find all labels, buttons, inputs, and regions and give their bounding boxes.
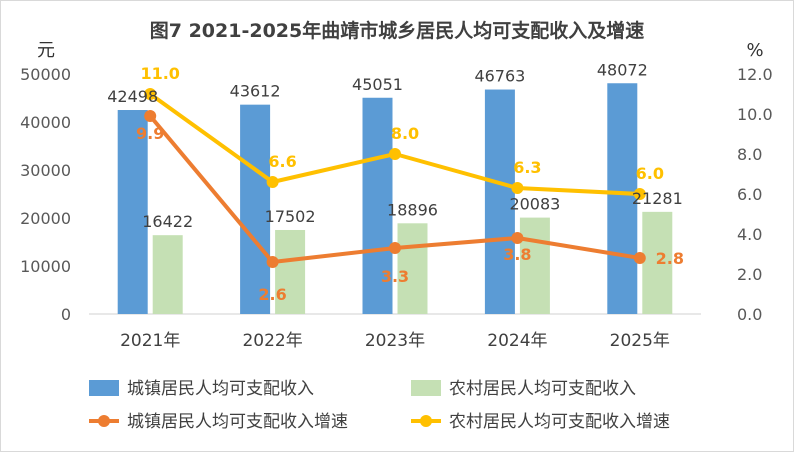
- left-tick-label: 20000: [20, 209, 71, 228]
- urban-growth-label: 3.8: [503, 245, 531, 264]
- rural-growth-point: [266, 176, 279, 188]
- rural-income-label: 18896: [387, 200, 438, 219]
- right-tick-label: 10.0: [737, 105, 773, 124]
- rural-growth-line: [149, 92, 640, 196]
- right-tick-label: 12.0: [737, 65, 773, 84]
- urban-income-bar: [607, 83, 638, 315]
- rural-growth-label: 6.6: [268, 152, 296, 171]
- bars: [117, 83, 673, 315]
- axes: 0 10000 20000 30000 40000 50000 0.0 2.0 4.0 6.0 8.…: [20, 65, 773, 351]
- right-tick-label: 0.0: [737, 305, 762, 324]
- rural-income-bar: [519, 217, 550, 314]
- rural-growth-point: [633, 188, 646, 200]
- rural-income-legend-label: 农村居民人均可支配收入: [449, 379, 636, 399]
- right-tick-label: 6.0: [737, 185, 762, 204]
- left-tick-label: 0: [61, 305, 71, 324]
- left-tick-label: 30000: [20, 161, 71, 180]
- urban-growth-label: 2.8: [656, 249, 684, 268]
- urban-growth-point: [511, 232, 524, 244]
- urban-income-label: 42498: [107, 87, 158, 106]
- right-axis-unit: %: [746, 40, 763, 61]
- rural-growth-point: [389, 148, 401, 160]
- rural-income-label: 20083: [509, 195, 560, 214]
- urban-growth-label: 9.9: [136, 124, 164, 143]
- left-axis-unit: 元: [37, 40, 55, 61]
- urban-income-bar: [240, 104, 271, 314]
- x-category-label: 2025年: [610, 331, 670, 351]
- lines: [144, 88, 646, 268]
- urban-growth-point: [266, 256, 279, 268]
- rural-growth-legend-marker: [420, 415, 432, 427]
- urban-growth-point: [144, 110, 157, 122]
- rural-income-label: 16422: [142, 212, 193, 231]
- left-tick-label: 50000: [20, 65, 71, 84]
- urban-income-label: 48072: [597, 60, 648, 79]
- urban-income-label: 45051: [352, 75, 403, 94]
- rural-growth-label: 6.0: [636, 164, 664, 183]
- urban-income-bar: [362, 97, 393, 314]
- urban-income-bar: [117, 110, 148, 314]
- right-tick-label: 4.0: [737, 225, 762, 244]
- right-tick-label: 2.0: [737, 265, 762, 284]
- rural-income-bar: [152, 235, 183, 314]
- urban-income-label: 43612: [230, 82, 281, 101]
- rural-income-bar: [397, 223, 428, 314]
- data-labels: 42498 16422 43612 17502 45051 18896 46763 20083…: [107, 60, 684, 304]
- rural-growth-point: [511, 182, 524, 194]
- urban-growth-legend-marker: [98, 415, 110, 427]
- rural-growth-label: 8.0: [391, 124, 419, 143]
- urban-growth-label: 2.6: [258, 285, 286, 304]
- rural-income-label: 21281: [632, 189, 683, 208]
- x-category-label: 2024年: [487, 331, 547, 351]
- left-tick-label: 40000: [20, 113, 71, 132]
- rural-income-bar: [275, 229, 306, 314]
- urban-income-bar: [484, 89, 515, 314]
- urban-income-legend-label: 城镇居民人均可支配收入: [127, 379, 314, 399]
- urban-income-label: 46763: [474, 67, 525, 86]
- rural-income-bar: [642, 211, 673, 314]
- rural-income-label: 17502: [265, 207, 316, 226]
- urban-growth-label: 3.3: [381, 267, 409, 286]
- rural-income-legend-swatch: [411, 380, 441, 396]
- rural-growth-point: [144, 88, 157, 100]
- x-category-label: 2021年: [120, 331, 180, 351]
- rural-growth-legend-label: 农村居民人均可支配收入增速: [449, 412, 670, 432]
- left-tick-label: 10000: [20, 257, 71, 276]
- urban-growth-point: [633, 252, 646, 264]
- urban-growth-point: [389, 242, 401, 254]
- urban-growth-legend-label: 城镇居民人均可支配收入增速: [127, 412, 348, 432]
- rural-growth-label: 11.0: [140, 64, 179, 83]
- x-category-label: 2023年: [365, 331, 425, 351]
- x-category-label: 2022年: [242, 331, 302, 351]
- urban-income-legend-swatch: [89, 380, 119, 396]
- rural-growth-label: 6.3: [513, 158, 541, 177]
- chart-title: 图7 2021-2025年曲靖市城乡居民人均可支配收入及增速: [150, 19, 644, 42]
- right-tick-label: 8.0: [737, 145, 762, 164]
